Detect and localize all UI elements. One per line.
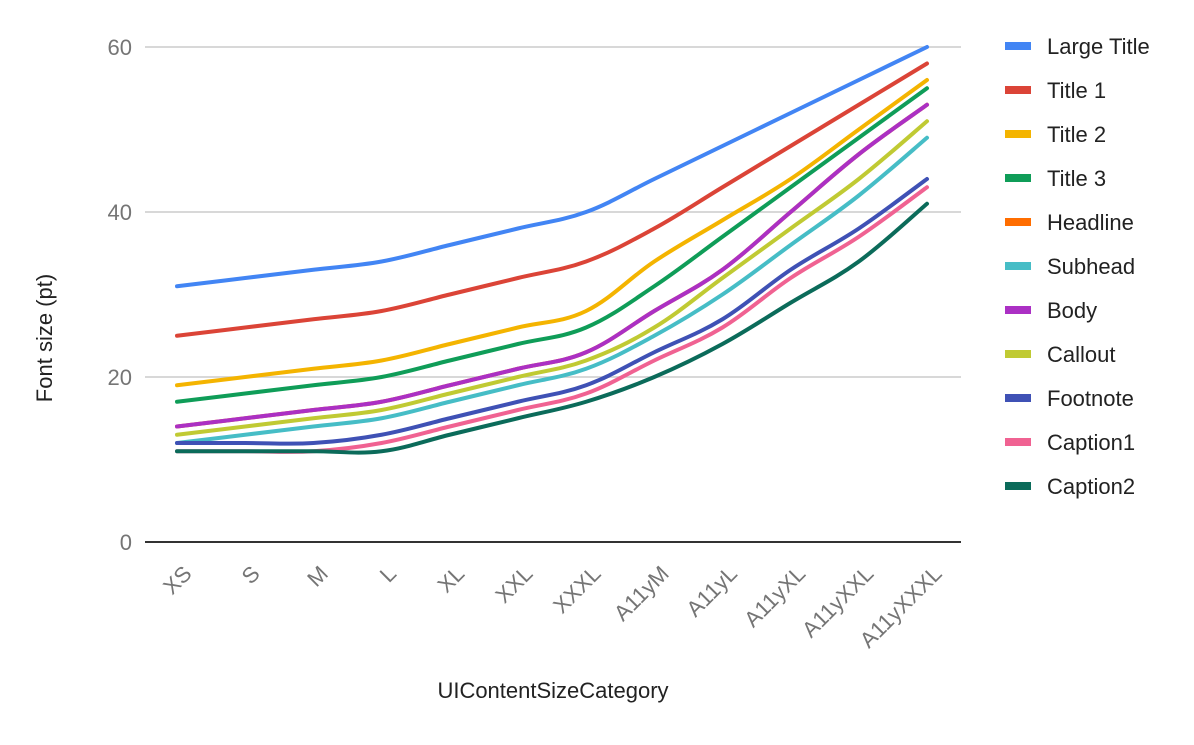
x-tick-label: XXXL xyxy=(548,561,605,618)
legend-label: Title 3 xyxy=(1047,166,1106,191)
legend-label: Title 2 xyxy=(1047,122,1106,147)
x-tick-label: XL xyxy=(433,561,470,598)
legend-item-headline: Headline xyxy=(1005,210,1134,235)
x-axis-ticks: XS S M L XL XXL XXXL A11yM A11yLA11yXLA11yXXLA11… xyxy=(158,561,946,653)
series-line-footnote xyxy=(175,177,929,446)
legend-item-title-2: Title 2 xyxy=(1005,122,1106,147)
x-axis-title: UIContentSizeCategory xyxy=(437,678,668,703)
y-tick-label: 60 xyxy=(108,35,132,60)
series-lines xyxy=(175,45,929,455)
legend-swatch xyxy=(1005,438,1031,446)
legend-label: Caption2 xyxy=(1047,474,1135,499)
y-tick-label: 0 xyxy=(120,530,132,555)
series-line-title-2 xyxy=(175,78,929,388)
legend-label: Footnote xyxy=(1047,386,1134,411)
legend-swatch xyxy=(1005,174,1031,182)
legend: Large Title Title 1 Title 2 Title 3 Headline… xyxy=(1005,34,1150,499)
x-tick-label: S xyxy=(237,561,265,589)
legend-label: Subhead xyxy=(1047,254,1135,279)
series-line-callout xyxy=(175,119,929,437)
legend-swatch xyxy=(1005,86,1031,94)
series-line-subhead xyxy=(175,135,929,445)
legend-item-large-title: Large Title xyxy=(1005,34,1150,59)
legend-label: Large Title xyxy=(1047,34,1150,59)
legend-swatch xyxy=(1005,482,1031,490)
legend-swatch xyxy=(1005,306,1031,314)
x-tick-label: XS xyxy=(158,561,196,599)
legend-label: Title 1 xyxy=(1047,78,1106,103)
legend-swatch xyxy=(1005,262,1031,270)
legend-item-subhead: Subhead xyxy=(1005,254,1135,279)
legend-item-body: Body xyxy=(1005,298,1097,323)
x-tick-label: XXL xyxy=(490,561,537,608)
legend-label: Callout xyxy=(1047,342,1115,367)
legend-swatch xyxy=(1005,218,1031,226)
legend-swatch xyxy=(1005,350,1031,358)
series-line-title-3 xyxy=(175,86,929,404)
legend-item-callout: Callout xyxy=(1005,342,1115,367)
y-axis-ticks: 0 20 40 60 xyxy=(108,35,132,555)
y-tick-label: 40 xyxy=(108,200,132,225)
y-axis-title: Font size (pt) xyxy=(32,274,57,402)
legend-label: Body xyxy=(1047,298,1097,323)
legend-swatch xyxy=(1005,394,1031,402)
legend-item-title-1: Title 1 xyxy=(1005,78,1106,103)
legend-item-caption2: Caption2 xyxy=(1005,474,1135,499)
series-line-caption2 xyxy=(175,201,929,455)
x-tick-label: L xyxy=(375,561,401,587)
series-line-body xyxy=(175,102,929,429)
legend-swatch xyxy=(1005,42,1031,50)
series-line-large-title xyxy=(175,45,929,289)
legend-label: Headline xyxy=(1047,210,1134,235)
legend-item-caption1: Caption1 xyxy=(1005,430,1135,455)
x-tick-label: M xyxy=(302,561,333,592)
legend-item-footnote: Footnote xyxy=(1005,386,1134,411)
legend-swatch xyxy=(1005,130,1031,138)
series-line-title-1 xyxy=(175,61,929,338)
x-tick-label: A11yL xyxy=(681,561,742,622)
y-tick-label: 20 xyxy=(108,365,132,390)
x-tick-label: A11yM xyxy=(609,561,674,626)
legend-label: Caption1 xyxy=(1047,430,1135,455)
legend-item-title-3: Title 3 xyxy=(1005,166,1106,191)
